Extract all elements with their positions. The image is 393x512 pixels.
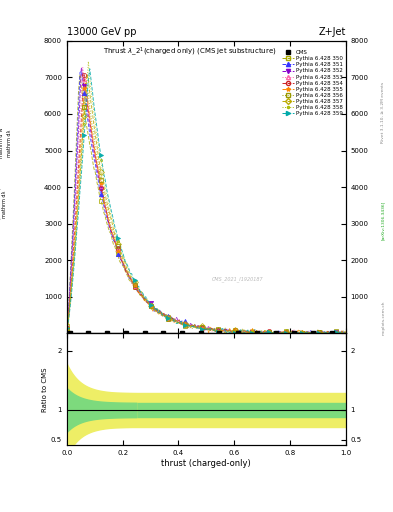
- X-axis label: thrust (charged-only): thrust (charged-only): [162, 459, 251, 468]
- Text: mathrm d²N: mathrm d²N: [0, 128, 4, 159]
- Text: mathrm dλ: mathrm dλ: [7, 130, 12, 157]
- Y-axis label: Ratio to CMS: Ratio to CMS: [42, 367, 48, 412]
- Text: CMS_2021_I1920187: CMS_2021_I1920187: [212, 276, 264, 282]
- Text: Z+Jet: Z+Jet: [318, 28, 346, 37]
- Text: Rivet 3.1.10, ≥ 3.2M events: Rivet 3.1.10, ≥ 3.2M events: [381, 82, 385, 143]
- Bar: [67, 403, 346, 417]
- Text: 1 / mathrm N /
mathrm dλ: 1 / mathrm N / mathrm dλ: [0, 187, 7, 223]
- Text: [arXiv:1306.3436]: [arXiv:1306.3436]: [381, 201, 385, 240]
- Text: 13000 GeV pp: 13000 GeV pp: [67, 28, 136, 37]
- Text: mcplots.cern.ch: mcplots.cern.ch: [381, 300, 385, 335]
- Text: Thrust $\lambda\_2^1$(charged only) (CMS jet substructure): Thrust $\lambda\_2^1$(charged only) (CMS…: [103, 46, 277, 58]
- Bar: [67, 393, 346, 426]
- Legend: CMS, Pythia 6.428 350, Pythia 6.428 351, Pythia 6.428 352, Pythia 6.428 353, Pyt: CMS, Pythia 6.428 350, Pythia 6.428 351,…: [281, 50, 343, 117]
